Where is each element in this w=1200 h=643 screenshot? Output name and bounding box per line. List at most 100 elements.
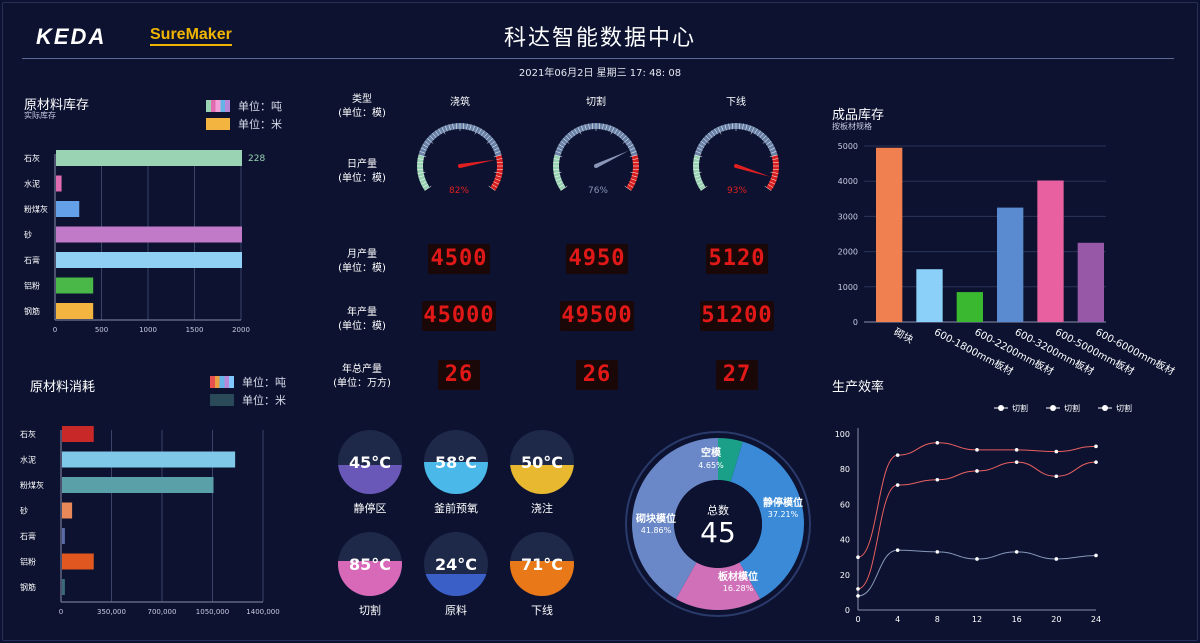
gauge-tick — [626, 141, 632, 145]
legend-label: 切割 — [1116, 403, 1132, 413]
yearly-cutting-display: 49500 — [560, 301, 634, 331]
legend-item-meters[interactable]: 单位：米 — [210, 392, 286, 408]
legend-item-tons[interactable]: 单位：吨 — [206, 98, 282, 114]
gauge-tick — [417, 162, 424, 164]
total-unit: (单位：万方) — [333, 378, 391, 389]
gauge-needle — [735, 164, 771, 177]
bar — [56, 252, 242, 268]
donut-segment — [632, 438, 718, 599]
gauge-tick — [624, 185, 632, 191]
bar — [62, 502, 73, 519]
gauge-tick — [483, 132, 488, 138]
gauge-tick — [614, 128, 618, 135]
suremaker-logo: SureMaker — [150, 26, 232, 46]
gauge-tick — [761, 135, 767, 141]
gauge-tick — [702, 138, 710, 144]
gauge-tick — [754, 128, 758, 135]
column-head-pouring: 浇筑 — [450, 97, 470, 108]
temperature-fill — [338, 560, 402, 596]
gauge-tick — [577, 126, 582, 135]
legend-swatch-multicolor — [210, 376, 234, 388]
donut-pct-block: 41.86% — [641, 526, 672, 535]
category-label: 石膏 — [20, 531, 36, 541]
gauge-tick — [496, 158, 503, 160]
series-point — [895, 483, 900, 487]
gauge-tick — [769, 147, 776, 151]
gauge-tick — [555, 178, 562, 181]
raw-consume-title: 原材料消耗 — [30, 380, 96, 395]
donut-segment — [730, 441, 804, 599]
gauge-tick — [554, 154, 563, 158]
series-point — [975, 469, 979, 473]
donut-pct-empty: 4.65% — [698, 461, 724, 470]
x-tick-label: 12 — [972, 615, 982, 624]
bar — [62, 579, 65, 595]
gauge-tick — [491, 184, 498, 188]
category-label: 钢筋 — [20, 582, 36, 592]
series-point — [856, 587, 860, 591]
legend-label: 单位：吨 — [238, 100, 282, 113]
series-point — [1014, 448, 1019, 452]
gauge-tick — [422, 144, 429, 148]
gauge-tick — [553, 162, 560, 164]
legend-label: 单位：米 — [238, 118, 282, 131]
x-tick-label: 500 — [95, 326, 108, 334]
legend-item-meters[interactable]: 单位：米 — [206, 116, 282, 132]
donut-label-block: 砌块模位 — [635, 512, 676, 525]
bar — [62, 426, 94, 442]
bar — [56, 277, 94, 294]
x-tick-label: 4 — [895, 615, 900, 624]
gauge-tick — [630, 151, 637, 154]
bar — [876, 147, 903, 322]
header-divider — [22, 58, 1174, 59]
gauge-tick — [693, 158, 700, 160]
y-tick-label: 2000 — [838, 248, 858, 257]
y-tick-label: 5000 — [838, 142, 858, 151]
gauge-tick — [627, 144, 634, 148]
legend-swatch — [210, 394, 234, 406]
gauge-tick — [491, 144, 498, 148]
total-label: 年总产量 — [342, 364, 382, 375]
x-tick-label: 24 — [1091, 615, 1101, 624]
gauge-tick — [432, 132, 437, 138]
gauge-tick — [622, 138, 630, 144]
gauge-tick — [694, 175, 701, 178]
gauge-offline: 93% — [693, 123, 779, 196]
gauge-tick — [417, 171, 426, 174]
bar — [1037, 180, 1064, 322]
x-tick-label: 8 — [935, 615, 940, 624]
x-tick-label: 0 — [59, 608, 63, 616]
gauge-tick — [738, 123, 740, 130]
gauge-tick — [556, 147, 563, 151]
gauge-tick — [419, 178, 426, 181]
gauge-tick — [694, 154, 703, 158]
gauge-tick — [632, 168, 639, 170]
y-tick-label: 60 — [840, 500, 850, 509]
gauge-tick — [696, 181, 703, 185]
gauge-label: 76% — [588, 186, 608, 196]
gauge-tick — [424, 141, 430, 145]
finished-stock-title: 成品库存 — [832, 108, 885, 123]
y-tick-label: 1000 — [838, 283, 858, 292]
gauge-tick — [750, 126, 755, 135]
gauge-tick — [441, 126, 446, 135]
gauge-tick — [632, 158, 639, 160]
category-label: 石灰 — [24, 153, 40, 163]
gauge-tick — [724, 124, 727, 131]
temperature-gauge: 45°C — [338, 430, 402, 494]
bar — [62, 451, 236, 468]
x-tick-label: 1400,000 — [246, 608, 279, 616]
gauge-tick — [584, 124, 587, 131]
gauge-tick — [478, 128, 482, 135]
series-point — [1054, 474, 1059, 479]
gauge-hub — [594, 164, 598, 168]
temperature-gauge: 50°C — [510, 430, 574, 494]
series-line — [857, 461, 1097, 590]
series-point — [935, 477, 940, 482]
gauge-tick — [695, 178, 702, 181]
gauge-tick — [771, 175, 778, 178]
raw-consume-chart: 0 350,000 700,000 1050,000 1400,000 石灰水泥粉煤灰砂石… — [20, 426, 280, 616]
legend-item-tons[interactable]: 单位：吨 — [210, 374, 286, 390]
gauge-tick — [553, 171, 562, 174]
